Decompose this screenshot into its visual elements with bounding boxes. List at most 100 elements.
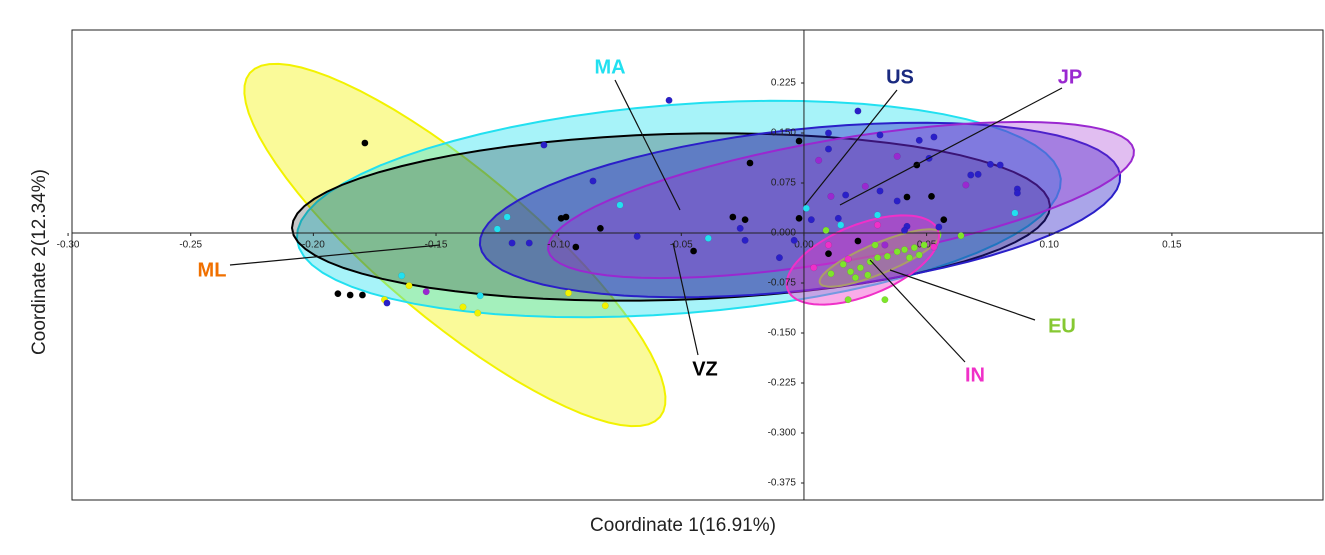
point — [824, 145, 833, 153]
x-tick-label: -0.25 — [179, 240, 202, 251]
point — [1011, 209, 1019, 217]
point — [856, 264, 864, 272]
point — [383, 299, 391, 307]
point — [358, 291, 366, 299]
point — [837, 221, 845, 229]
point — [601, 302, 609, 310]
group-label: VZ — [692, 358, 718, 380]
point — [346, 291, 354, 299]
leader-line — [839, 87, 1063, 206]
point — [876, 187, 884, 195]
group-label: ML — [198, 259, 227, 281]
y-tick-label: 0.225 — [771, 78, 796, 89]
point — [905, 254, 913, 262]
point — [974, 170, 982, 178]
x-tick-label: -0.05 — [670, 240, 693, 251]
point — [957, 232, 965, 240]
point — [824, 250, 833, 258]
point — [927, 192, 936, 200]
point — [842, 191, 850, 199]
y-tick-label: -0.225 — [768, 378, 797, 389]
point — [741, 216, 749, 224]
leader-line — [869, 259, 966, 363]
confidence-ellipse — [547, 120, 1135, 280]
point — [873, 254, 882, 262]
point — [839, 260, 847, 268]
point — [866, 258, 874, 266]
point — [736, 224, 744, 232]
point — [940, 216, 948, 224]
x-tick-label: 0.15 — [1162, 240, 1182, 251]
group-label: JP — [1058, 66, 1082, 88]
y-tick-label: 0.000 — [771, 228, 796, 239]
point — [616, 201, 624, 209]
point — [873, 211, 882, 219]
group-label: MA — [594, 56, 625, 78]
y-tick-label: -0.075 — [768, 278, 797, 289]
confidence-ellipse — [478, 121, 1122, 299]
point — [795, 137, 803, 145]
point — [1013, 189, 1021, 197]
leader-line — [672, 242, 699, 356]
point — [633, 232, 641, 240]
point — [822, 226, 830, 234]
y-axis-title: Coordinate 2(12.34%) — [29, 169, 50, 355]
x-axis-title: Coordinate 1(16.91%) — [590, 515, 776, 536]
point — [802, 204, 810, 212]
point — [704, 234, 712, 242]
point — [930, 133, 938, 141]
point — [474, 309, 482, 317]
x-tick-label: 0.00 — [794, 240, 814, 251]
plot-frame — [71, 29, 1324, 501]
leader-line — [889, 269, 1036, 321]
point — [596, 224, 604, 232]
point — [893, 197, 901, 205]
point — [876, 131, 884, 139]
point — [935, 223, 943, 231]
point — [881, 296, 889, 304]
point — [503, 213, 511, 221]
y-tick-label: -0.150 — [768, 328, 797, 339]
point — [827, 270, 835, 278]
point — [967, 171, 975, 179]
point — [775, 254, 783, 262]
leader-line — [614, 79, 681, 211]
point — [334, 290, 342, 298]
x-tick-label: 0.10 — [1040, 240, 1060, 251]
leader-line — [229, 244, 441, 266]
point — [915, 251, 923, 259]
y-tick-label: 0.075 — [771, 178, 796, 189]
x-tick-label: -0.10 — [547, 240, 570, 251]
point — [871, 241, 879, 249]
point — [915, 136, 923, 144]
point — [746, 159, 754, 167]
point — [476, 292, 484, 300]
point — [741, 236, 749, 244]
point — [824, 129, 833, 137]
point — [665, 96, 673, 104]
y-tick-label: -0.375 — [768, 478, 797, 489]
point — [790, 236, 798, 244]
group-label: IN — [965, 364, 985, 386]
point — [815, 156, 823, 164]
point — [962, 181, 970, 189]
y-tick-label: 0.150 — [771, 128, 796, 139]
point — [881, 241, 889, 249]
point — [834, 214, 842, 222]
point — [864, 271, 872, 279]
point — [851, 274, 860, 282]
leader-line — [804, 89, 898, 206]
point — [422, 288, 430, 296]
point — [564, 289, 573, 297]
y-tick-label: -0.300 — [768, 428, 797, 439]
point — [854, 107, 862, 115]
x-tick-label: -0.30 — [57, 240, 80, 251]
point — [903, 193, 911, 201]
point — [854, 237, 862, 245]
point — [361, 139, 369, 147]
point — [398, 272, 406, 280]
confidence-ellipse — [785, 214, 941, 306]
group-label: US — [886, 66, 914, 88]
x-tick-label: -0.20 — [302, 240, 325, 251]
point — [690, 247, 698, 255]
